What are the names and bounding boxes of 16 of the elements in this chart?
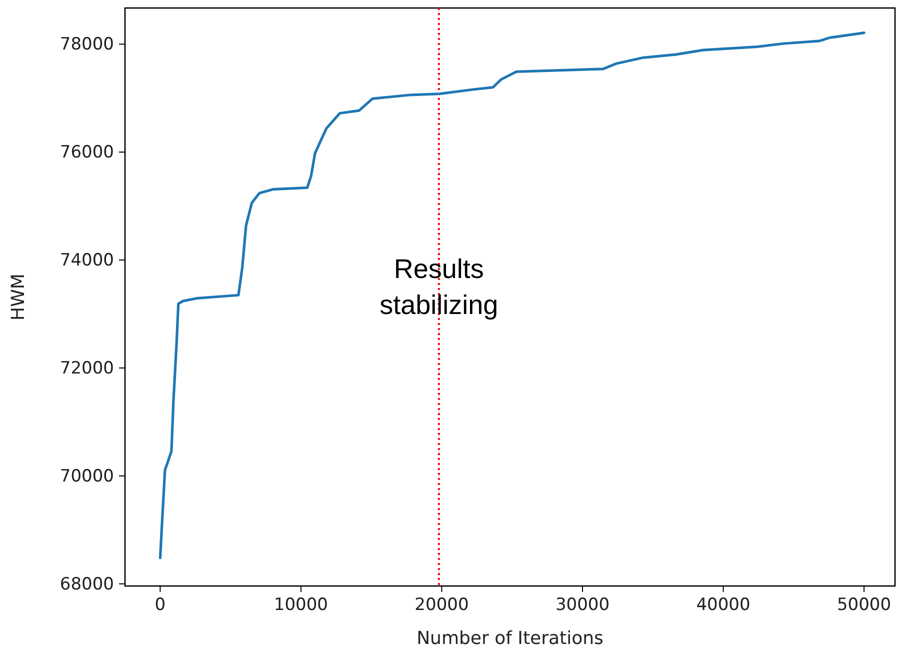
- y-axis-title: HWM: [8, 274, 29, 320]
- x-axis-title: Number of Iterations: [416, 628, 604, 649]
- y-tick-label: 70000: [60, 466, 114, 486]
- y-tick-label: 74000: [60, 250, 114, 270]
- y-tick-label: 76000: [60, 142, 114, 163]
- x-tick-label: 40000: [696, 595, 750, 616]
- y-tick-label: 78000: [60, 34, 114, 55]
- annotation: Results stabilizing: [380, 254, 498, 320]
- y-tick-label: 68000: [60, 574, 114, 594]
- x-tick-label: 20000: [414, 595, 469, 616]
- x-tick-label: 30000: [555, 595, 610, 616]
- line-series: [158, 32, 866, 560]
- x-tick-label: 0: [154, 595, 166, 616]
- x-tick-label: 10000: [274, 595, 328, 616]
- y-tick-label: 72000: [60, 358, 114, 378]
- x-tick-label: 50000: [836, 595, 892, 616]
